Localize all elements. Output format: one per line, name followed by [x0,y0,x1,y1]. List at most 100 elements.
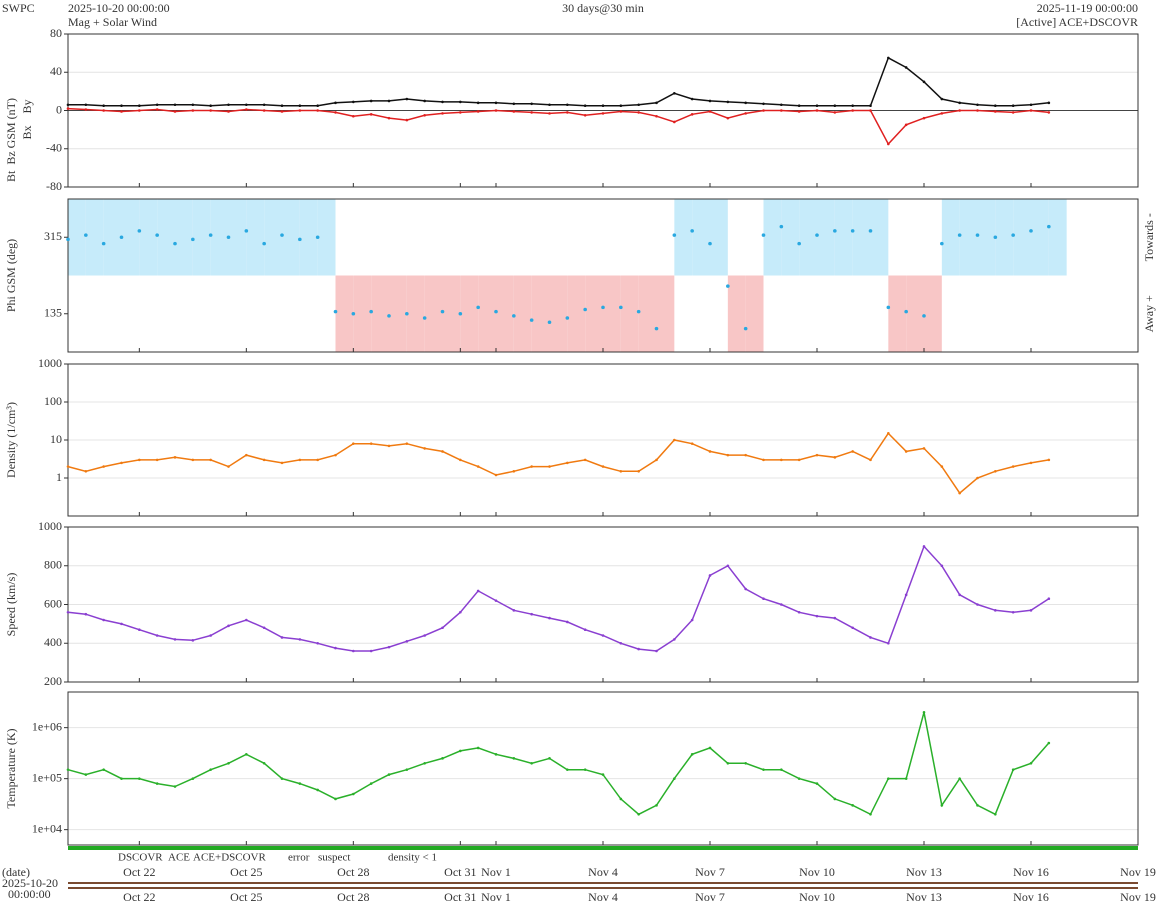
data-point [583,307,587,312]
data-point [583,768,587,771]
sector-band [175,199,193,276]
x-tick-label: Nov 13 [906,890,942,904]
end-time: 2025-11-19 00:00:00 [1037,1,1138,15]
data-point [797,610,801,614]
data-point [887,142,890,146]
data-point [138,628,141,631]
data-point [940,241,944,246]
data-point [459,100,462,104]
source-legend-entry: ACE+DSCOVR [193,852,266,864]
x-tick-label: Oct 31 [444,865,476,879]
data-point [155,634,159,637]
y-axis-label: Bt [4,170,18,182]
sector-band [103,199,122,276]
data-point [512,609,516,612]
data-point [298,109,302,112]
x-tick-label: Nov 1 [481,890,511,904]
source-legend-entry: density < 1 [388,852,437,864]
data-point [637,647,640,651]
data-point [529,318,534,322]
data-point [940,97,944,101]
data-point [904,309,908,314]
data-point [1011,465,1015,468]
data-point [976,103,979,107]
sector-band [1048,199,1067,276]
sector-band [68,199,86,276]
data-point [922,545,926,548]
sector-band [496,275,514,352]
data-point [958,491,961,495]
data-point [512,757,516,760]
data-point [352,792,355,796]
data-point [423,634,426,637]
data-point [833,229,837,233]
data-point [227,624,230,628]
data-point [869,458,872,462]
sector-band [834,199,853,276]
data-point [280,110,284,113]
data-point [138,777,141,780]
data-point [530,465,533,468]
data-point [994,812,997,816]
data-point [66,610,70,614]
data-point [815,614,819,618]
data-point [976,603,979,606]
data-point [173,785,177,788]
data-point [976,109,979,112]
data-point [1047,597,1051,600]
y-tick-label: 800 [44,558,62,572]
data-point [708,746,712,750]
data-point [547,320,552,325]
data-point [1029,761,1033,765]
y-tick-label: 1000 [38,356,62,370]
data-point [1011,111,1015,114]
data-point [369,113,373,116]
data-point [155,108,159,111]
data-point [262,761,266,765]
data-point [245,453,248,457]
y-tick-label: -40 [46,141,62,155]
data-point [530,612,533,616]
sector-band [727,275,746,352]
data-point [548,616,551,620]
series-line [67,712,1050,816]
data-point [244,229,249,233]
data-point [726,564,730,568]
data-point [352,114,355,118]
sector-band [692,199,710,276]
data-point [191,237,195,242]
x-tick-label: Oct 25 [230,865,262,879]
y-axis-label: Phi GSM (deg) [4,239,18,312]
x-tick-label: Nov 4 [588,865,618,879]
data-point [459,458,462,462]
data-point [352,649,355,653]
sector-band [424,275,443,352]
data-point [120,622,123,626]
sector-band [353,275,372,352]
sector-band [371,275,389,352]
source-legend-entry: DSCOVR [118,852,163,864]
data-point [975,233,980,237]
y-tick-label: 400 [44,635,62,649]
data-point [262,109,266,112]
y-axis-label: Bz GSM (nT) [4,98,18,165]
sector-band [442,275,461,352]
data-point [298,638,302,641]
data-point [994,104,997,108]
sector-band [763,199,782,276]
data-point [708,99,712,103]
sector-band [228,199,247,276]
data-point [601,634,605,637]
data-point [833,111,837,114]
data-point [369,442,373,445]
data-point [565,316,570,320]
data-point [66,103,70,107]
sector-band [549,275,568,352]
data-point [619,641,623,645]
data-point [922,447,926,450]
data-point [494,109,498,112]
data-point [869,636,872,639]
subtitle: Mag + Solar Wind [68,15,157,29]
data-point [619,797,623,801]
data-point [262,103,266,107]
